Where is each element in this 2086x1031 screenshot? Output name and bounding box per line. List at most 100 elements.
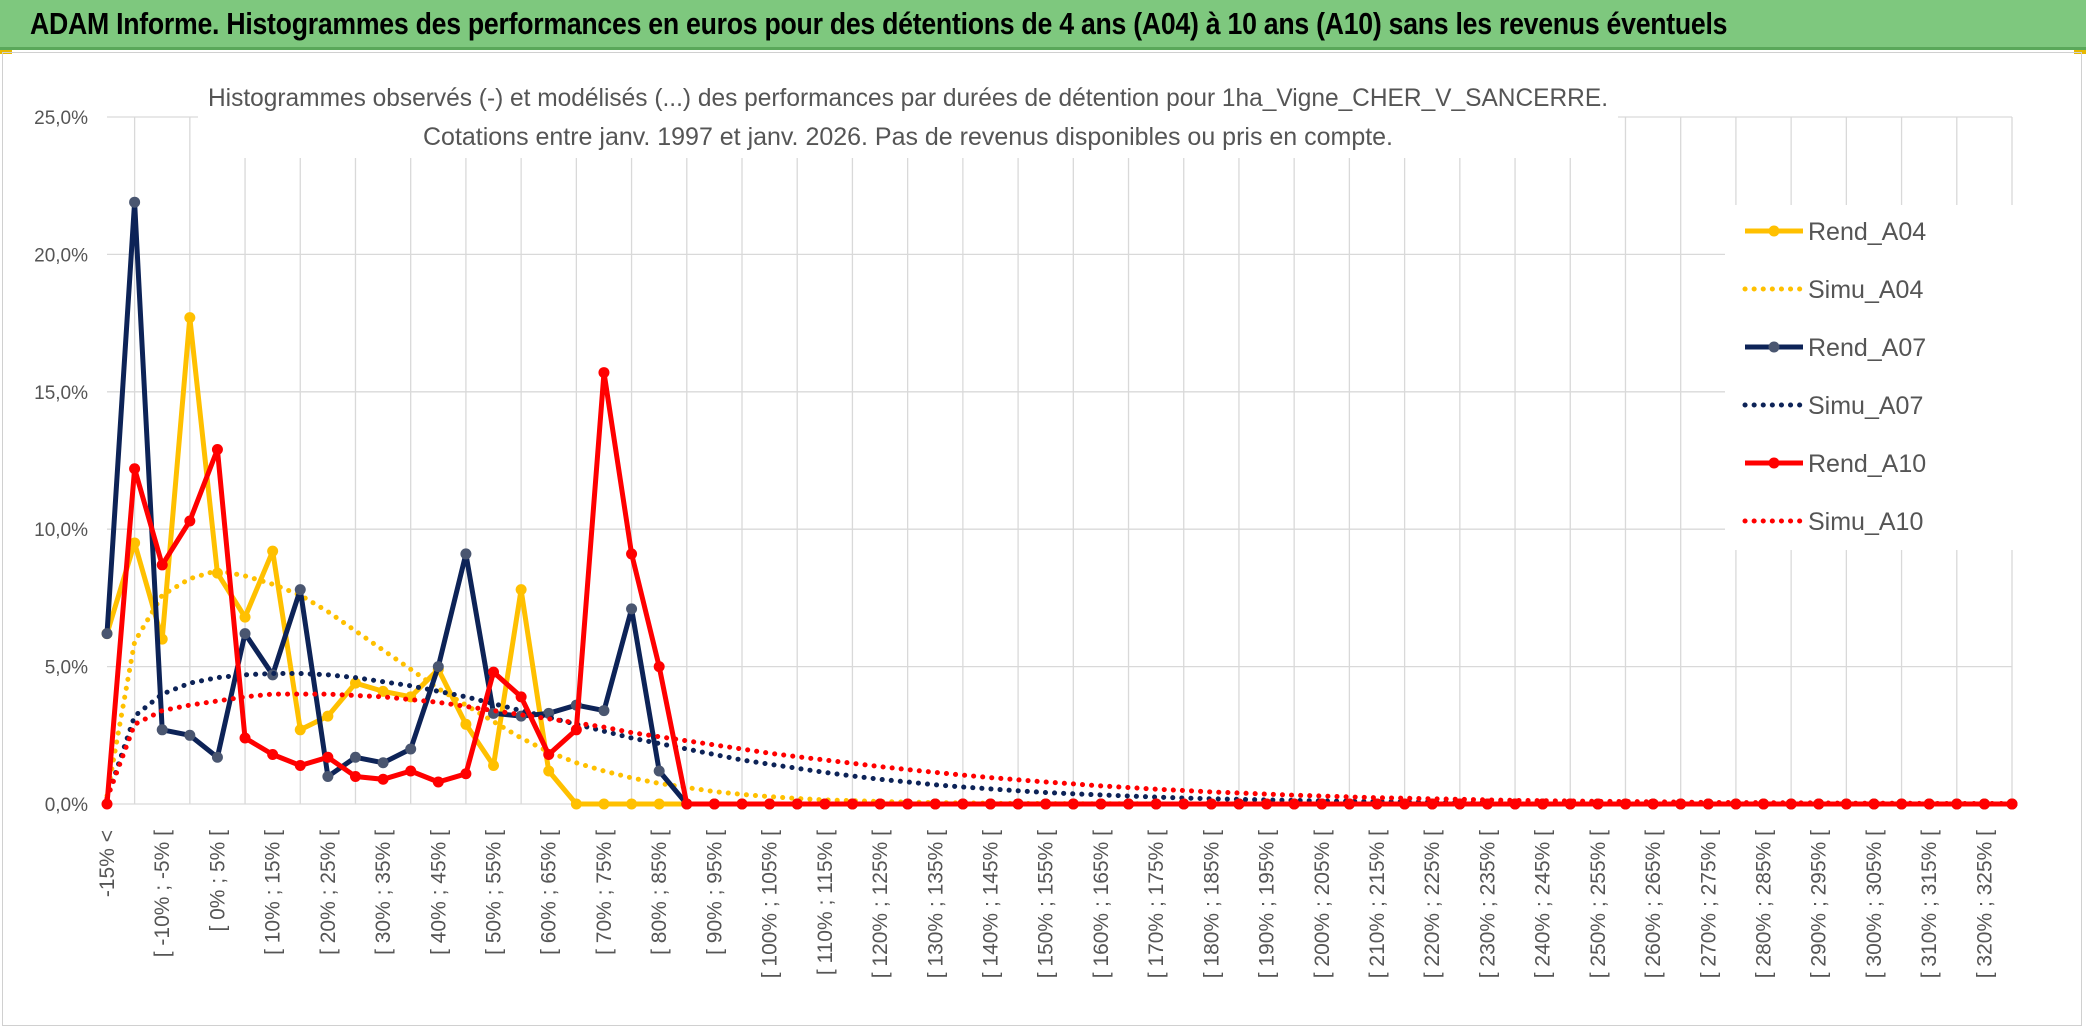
data-point-rend-a10 — [681, 798, 693, 810]
data-point-rend-a07 — [405, 743, 417, 755]
data-point-rend-a10 — [239, 732, 251, 744]
chart-subtitle: Cotations entre janv. 1997 et janv. 2026… — [423, 123, 1393, 151]
x-tick-label: [ 170% ; 175% [ — [1145, 830, 1168, 978]
legend-label-rend-a07: Rend_A07 — [1808, 334, 1926, 362]
data-point-rend-a10 — [1067, 798, 1079, 810]
data-point-rend-a10 — [819, 798, 831, 810]
data-point-rend-a07 — [156, 724, 168, 736]
data-point-rend-a10 — [1675, 798, 1687, 810]
data-point-rend-a10 — [1150, 798, 1162, 810]
data-point-rend-a04 — [543, 765, 555, 777]
data-point-rend-a07 — [626, 603, 638, 615]
y-tick-label: 20,0% — [34, 245, 88, 266]
data-point-rend-a07 — [211, 751, 223, 763]
data-point-rend-a10 — [405, 765, 417, 777]
data-point-rend-a04 — [653, 798, 665, 810]
data-point-rend-a10 — [846, 798, 858, 810]
legend-marker-rend-a07 — [1768, 341, 1780, 353]
data-point-rend-a04 — [626, 798, 638, 810]
y-tick-label: 5,0% — [45, 658, 88, 679]
y-axis-ticks: 0,0% 5,0% 10,0% 15,0% 20,0% 25,0% — [34, 108, 88, 816]
x-tick-label: [ 70% ; 75% [ — [593, 830, 616, 955]
data-point-rend-a10 — [1343, 798, 1355, 810]
data-point-rend-a07 — [322, 771, 334, 783]
data-point-rend-a04 — [322, 710, 334, 722]
data-point-rend-a10 — [1205, 798, 1217, 810]
series-line-simu-a04 — [104, 567, 2015, 807]
x-axis-ticks: -15% < [ -10% ; -5% [[ 0% ; 5% [[ 10% ; 1… — [96, 830, 1996, 978]
x-tick-label: [ 300% ; 305% [ — [1863, 830, 1886, 978]
report-title: ADAM Informe. Histogrammes des performan… — [30, 5, 1728, 41]
data-point-rend-a10 — [267, 749, 279, 761]
legend-label-simu-a07: Simu_A07 — [1808, 392, 1923, 420]
x-tick-label: [ 200% ; 205% [ — [1311, 830, 1334, 978]
data-point-rend-a10 — [1371, 798, 1383, 810]
data-point-rend-a10 — [1426, 798, 1438, 810]
x-tick-label: [ 240% ; 245% [ — [1532, 830, 1555, 978]
data-point-rend-a10 — [902, 798, 914, 810]
x-tick-label: [ 80% ; 85% [ — [648, 830, 671, 955]
x-tick-label: [ 180% ; 185% [ — [1200, 830, 1223, 978]
data-point-rend-a10 — [598, 367, 610, 379]
data-point-rend-a07 — [129, 196, 141, 208]
data-point-rend-a07 — [377, 757, 389, 769]
chart-series — [101, 196, 2018, 810]
x-tick-label: [ 160% ; 165% [ — [1090, 830, 1113, 978]
x-tick-label: [ -10% ; -5% [ — [151, 830, 174, 957]
y-tick-label: 15,0% — [34, 383, 88, 404]
data-point-rend-a07 — [184, 729, 196, 741]
data-point-rend-a10 — [1012, 798, 1024, 810]
data-point-rend-a10 — [515, 691, 527, 703]
data-point-rend-a10 — [791, 798, 803, 810]
data-point-rend-a04 — [488, 760, 500, 772]
data-point-rend-a10 — [1316, 798, 1328, 810]
data-point-rend-a10 — [1233, 798, 1245, 810]
data-point-rend-a07 — [239, 628, 251, 640]
x-tick-label: [ 230% ; 235% [ — [1476, 830, 1499, 978]
x-tick-label: [ 320% ; 325% [ — [1973, 830, 1996, 978]
x-tick-label: [ 290% ; 295% [ — [1808, 830, 1831, 978]
data-point-rend-a10 — [1178, 798, 1190, 810]
data-point-rend-a10 — [957, 798, 969, 810]
x-tick-label: [ 150% ; 155% [ — [1035, 830, 1058, 978]
data-point-rend-a04 — [515, 584, 527, 596]
data-point-rend-a10 — [349, 771, 361, 783]
data-point-rend-a04 — [184, 312, 196, 324]
legend-label-simu-a10: Simu_A10 — [1808, 508, 1923, 536]
x-tick-label: [ 140% ; 145% [ — [979, 830, 1002, 978]
data-point-rend-a10 — [929, 798, 941, 810]
x-tick-label: [ 190% ; 195% [ — [1256, 830, 1279, 978]
data-point-rend-a10 — [184, 515, 196, 527]
x-tick-label: [ 220% ; 225% [ — [1421, 830, 1444, 978]
data-point-rend-a10 — [156, 559, 168, 571]
x-tick-label: -15% < — [96, 830, 119, 897]
chart-frame — [2, 52, 2082, 1026]
data-point-rend-a04 — [377, 685, 389, 697]
legend-label-simu-a04: Simu_A04 — [1808, 276, 1923, 304]
data-point-rend-a10 — [1040, 798, 1052, 810]
series-line-rend-a10 — [104, 370, 2015, 807]
data-point-rend-a07 — [460, 548, 472, 560]
data-point-rend-a10 — [653, 661, 665, 673]
data-point-rend-a04 — [349, 677, 361, 689]
data-point-rend-a07 — [349, 751, 361, 763]
data-point-rend-a10 — [543, 749, 555, 761]
x-tick-label: [ 250% ; 255% [ — [1587, 830, 1610, 978]
data-point-rend-a10 — [432, 776, 444, 788]
data-point-rend-a04 — [570, 798, 582, 810]
x-tick-label: [ 280% ; 285% [ — [1753, 830, 1776, 978]
data-point-rend-a10 — [764, 798, 776, 810]
x-tick-label: [ 60% ; 65% [ — [538, 830, 561, 955]
x-tick-label: [ 10% ; 15% [ — [262, 830, 285, 955]
legend-label-rend-a04: Rend_A04 — [1808, 218, 1926, 246]
x-tick-label: [ 270% ; 275% [ — [1697, 830, 1720, 978]
x-tick-label: [ 90% ; 95% [ — [703, 830, 726, 955]
legend-marker-rend-a04 — [1768, 225, 1780, 237]
x-tick-label: [ 130% ; 135% [ — [924, 830, 947, 978]
x-tick-label: [ 260% ; 265% [ — [1642, 830, 1665, 978]
data-point-rend-a10 — [322, 751, 334, 763]
data-point-rend-a10 — [1095, 798, 1107, 810]
data-point-rend-a10 — [708, 798, 720, 810]
data-point-rend-a10 — [294, 760, 306, 772]
